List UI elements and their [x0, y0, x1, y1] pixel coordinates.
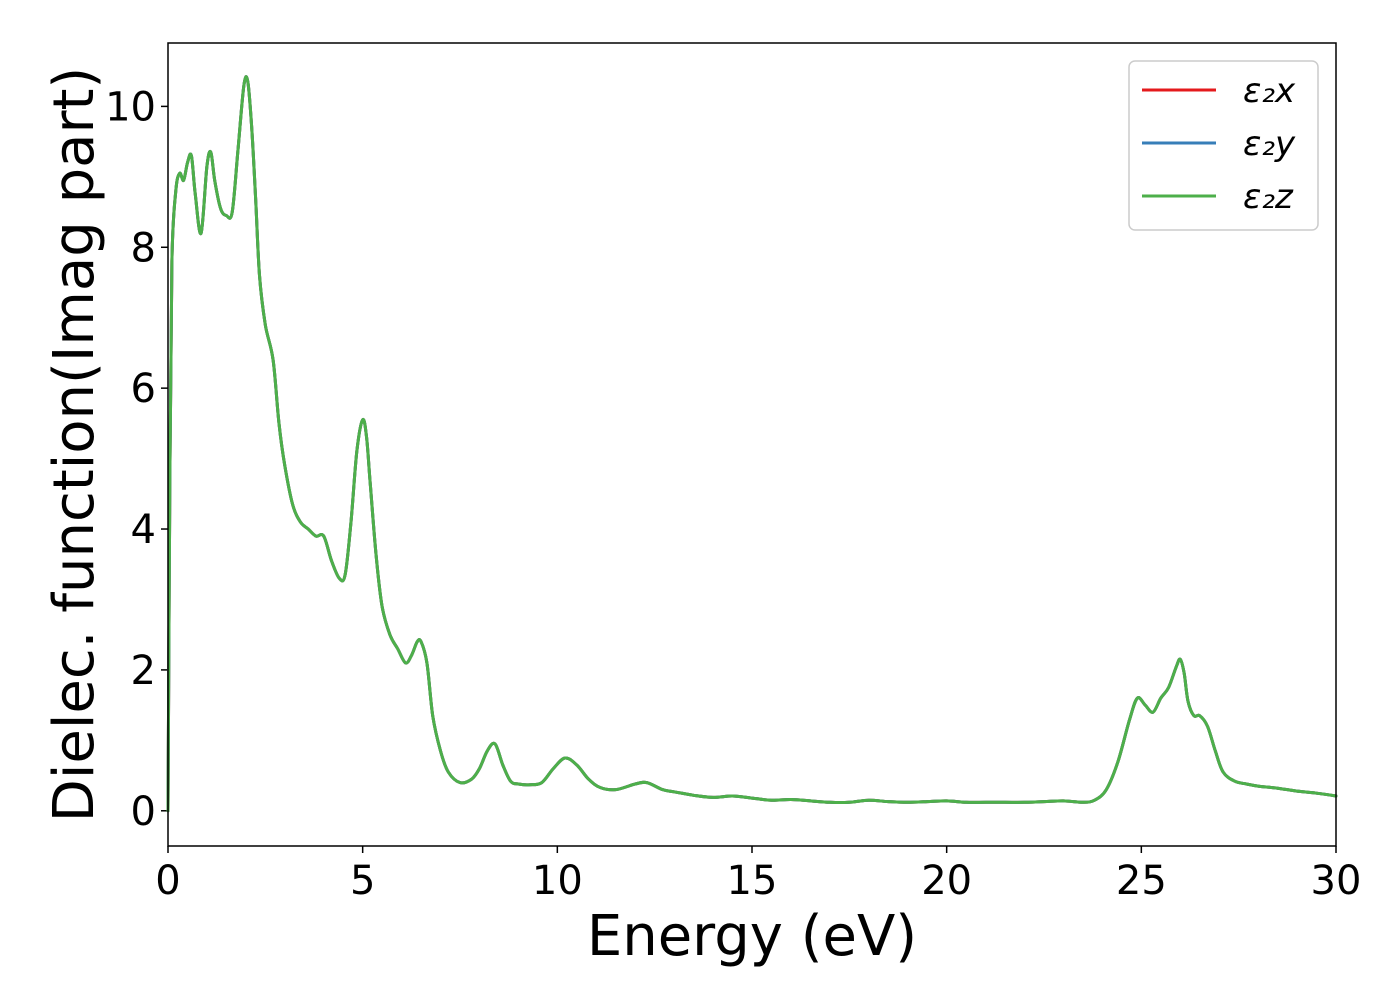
x-tick-label: 15 — [727, 858, 778, 904]
x-tick-label: 0 — [155, 858, 180, 904]
x-tick-label: 20 — [921, 858, 972, 904]
x-tick-label: 5 — [350, 858, 375, 904]
x-tick-label: 30 — [1311, 858, 1362, 904]
x-axis-ticks: 0 5 10 15 20 25 30 — [155, 846, 1361, 904]
legend: ε₂x ε₂y ε₂z — [1128, 60, 1319, 231]
y-axis-ticks: 0 2 4 6 8 10 — [105, 84, 168, 835]
y-tick-label: 2 — [131, 648, 156, 694]
legend-label: ε₂y — [1243, 124, 1296, 164]
legend-label: ε₂z — [1243, 177, 1294, 217]
legend-box — [1128, 60, 1319, 231]
plot-frame — [167, 42, 1337, 847]
y-tick-label: 6 — [131, 366, 156, 412]
y-tick-label: 4 — [131, 507, 156, 553]
plot-lines — [166, 75, 1338, 813]
y-tick-label: 0 — [131, 789, 156, 835]
y-axis-label: Dielec. function(Imag part) — [42, 67, 107, 823]
legend-label: ε₂x — [1243, 71, 1296, 111]
x-tick-label: 25 — [1116, 858, 1167, 904]
series-line-3 — [166, 75, 1338, 813]
y-tick-label: 10 — [105, 84, 156, 130]
x-axis-label: Energy (eV) — [587, 904, 917, 969]
x-tick-label: 10 — [532, 858, 583, 904]
y-tick-label: 8 — [131, 225, 156, 271]
